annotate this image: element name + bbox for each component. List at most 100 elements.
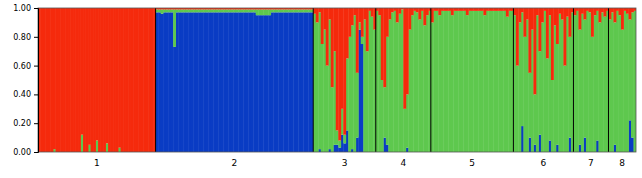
bar-segment [623,8,626,11]
bar-segment [88,145,91,152]
bar-segment [421,8,424,11]
bar-segment [416,12,419,152]
bar-segment [591,37,594,152]
bar-segment [333,51,336,145]
bar-segment [206,9,209,12]
bar-segment [111,8,114,152]
bar-segment [483,8,486,15]
bar-segment [583,138,586,152]
bar-segment [81,135,84,152]
bar-segment [613,8,616,22]
bar-segment [211,12,214,152]
bar-segment [53,149,56,152]
bar-segment [48,8,51,152]
tick: 0.00 [13,148,38,157]
group-label: 5 [469,158,475,168]
bar-segment [63,8,66,152]
bar-segment [536,8,539,15]
bar-segment [518,22,521,152]
bar-segment [426,15,429,152]
bar-segment [581,14,584,152]
bar-segment [323,30,326,152]
bar-segment [321,44,324,152]
bar-segment [96,140,99,152]
bar-segment [201,9,204,12]
bar-segment [96,8,99,140]
bar-segment [298,12,301,152]
bar-segment [288,9,291,12]
bar-segment [346,130,349,152]
tick-label: 0.20 [13,119,31,128]
group-label: 4 [400,158,406,168]
bar-segment [538,51,541,135]
bar-segment [203,12,206,152]
bar-segment [616,11,619,152]
plot [38,8,636,152]
bar-segment [613,22,616,144]
bar-segment [403,8,406,109]
bar-segment [316,22,319,152]
bar-segment [151,8,154,152]
bar-segment [166,9,169,12]
bar-segment [516,8,519,66]
bar-segment [238,9,241,12]
bar-segment [341,8,344,109]
bar-segment [596,140,599,152]
bar-segment [366,8,369,51]
bar-segment [196,12,199,152]
bar-segment [321,8,324,44]
bar-segment [253,9,256,12]
bar-segment [53,8,56,149]
bar-segment [88,8,91,145]
bar-segment [583,8,586,20]
bar-segment [298,9,301,12]
bar-segment [251,9,254,12]
bar-segment [446,8,449,11]
bar-segment [136,8,139,152]
bar-segment [576,8,579,11]
bar-segment [618,15,621,152]
group-label: 6 [541,158,547,168]
group-separator [608,8,609,152]
bar-segment [168,12,171,152]
bar-segment [463,11,466,152]
bar-segment [338,140,341,147]
bar-segment [586,8,589,11]
bar-segment [521,126,524,152]
bar-segment [441,8,444,11]
bar-segment [443,8,446,11]
bar-segment [333,8,336,51]
bar-segment [403,109,406,152]
bar-segment [603,17,606,152]
bar-segment [556,8,559,44]
bar-segment [621,8,624,30]
bar-segment [491,11,494,152]
bar-segment [163,12,166,152]
bar-segment [531,8,534,30]
bar-segment [246,12,249,152]
bar-segment [186,12,189,152]
bar-segment [588,8,591,12]
bar-segment [471,11,474,152]
bar-segment [123,8,126,152]
bar-segment [366,51,369,152]
bar-segment [568,37,571,138]
tick-label: 0.00 [13,148,31,157]
bar-segment [423,25,426,152]
bar-segment [578,30,581,145]
bar-segment [371,8,374,17]
bar-segment [476,11,479,152]
bar-segment [596,8,599,11]
group-label: 2 [232,158,238,168]
bar-segment [456,8,459,11]
bar-segment [553,25,556,152]
bar-segment [328,8,331,20]
bar-segment [488,8,491,11]
bar-segment [41,8,44,152]
bar-segment [326,8,329,66]
bar-segment [398,14,401,152]
bar-segment [593,15,596,152]
bar-segment [528,73,531,138]
bar-segment [523,8,526,37]
bar-segment [406,94,409,147]
